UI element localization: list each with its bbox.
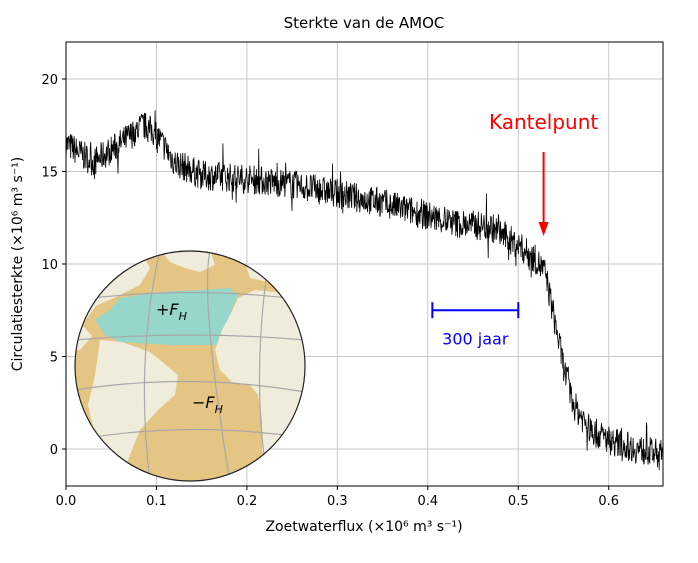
chart-title: Sterkte van de AMOC [284,14,445,32]
x-tick-label: 0.3 [327,494,348,509]
y-tick-label: 0 [50,443,58,458]
north-flux-label: +FH [156,300,187,323]
y-tick-label: 10 [41,258,58,273]
amoc-series-line [65,110,664,471]
globe-graticule [75,251,305,481]
y-tick-label: 20 [41,73,58,88]
x-tick-label: 0.2 [237,494,258,509]
axis-ticks: 0.0 0.1 0.2 0.3 0.4 0.5 0.6 0 5 10 15 20 [41,73,619,509]
x-tick-label: 0.4 [417,494,438,509]
globe-inset: +FH −FH [74,250,306,482]
south-flux-label: −FH [192,393,223,416]
grid [65,42,663,486]
series-line-group [65,110,664,471]
x-tick-label: 0.0 [56,494,77,509]
y-axis-label: Circulatiesterkte (×10⁶ m³ s⁻¹) [10,157,26,371]
x-tick-label: 0.5 [508,494,529,509]
north-atlantic-highlight [95,288,238,345]
scale-bar-label: 300 jaar [442,329,509,348]
y-tick-label: 15 [41,166,58,181]
x-axis-label: Zoetwaterflux (×10⁶ m³ s⁻¹) [265,519,462,535]
arrow-head [538,222,549,236]
x-tick-label: 0.6 [598,494,619,509]
tipping-point-label: Kantelpunt [489,110,598,134]
x-tick-label: 0.1 [146,494,167,509]
scale-bar-300-years [431,302,520,319]
y-tick-label: 5 [50,351,58,366]
tipping-point-arrow [538,152,549,236]
